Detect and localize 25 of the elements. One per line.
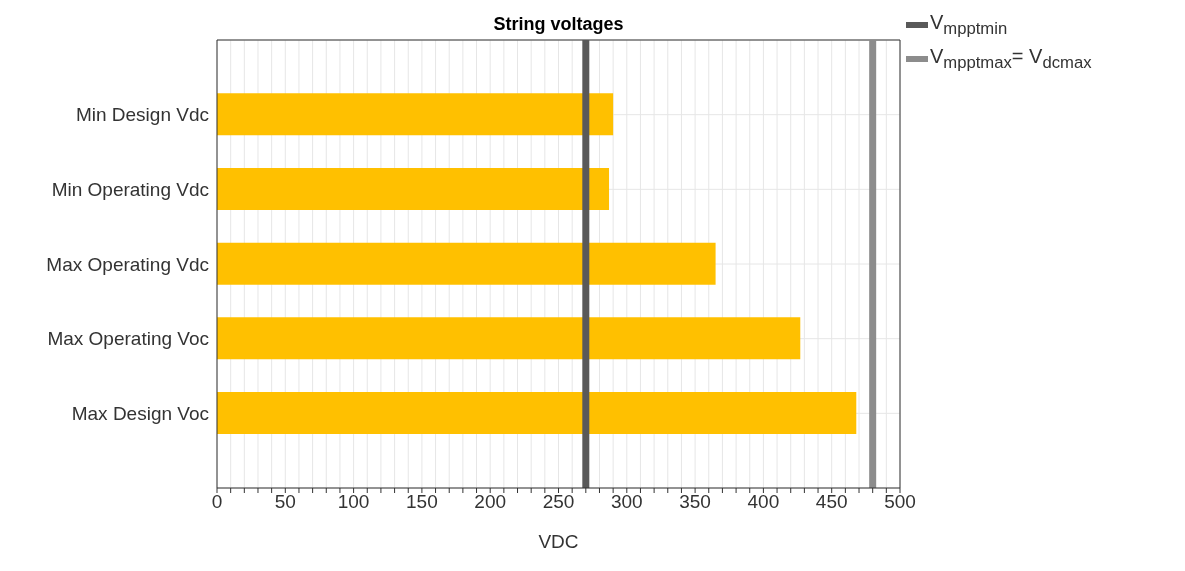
- x-tick-label: 0: [211, 491, 223, 513]
- bar: [217, 317, 801, 360]
- ref-line-label: V$_{mpptmin}$: [930, 11, 1008, 39]
- x-tick-label: 250: [542, 491, 575, 513]
- bar: [217, 93, 614, 136]
- y-tick-label: Max Design Voc: [71, 403, 209, 425]
- x-tick-label: 150: [406, 491, 438, 513]
- x-tick-label: 500: [884, 491, 916, 513]
- y-tick-label: Max Operating Voc: [47, 328, 209, 350]
- x-tick-label: 100: [337, 491, 370, 513]
- x-tick-label: 400: [747, 491, 780, 513]
- bar: [217, 392, 857, 434]
- x-tick-label: 450: [815, 491, 848, 513]
- y-tick-label: Min Operating Vdc: [51, 179, 209, 201]
- ref-line-label: V$_{mpptmax}$= V$_{dcmax}$: [930, 45, 1092, 73]
- x-tick-label: 200: [474, 491, 507, 513]
- bar: [217, 242, 716, 285]
- chart-title: String voltages: [492, 14, 625, 35]
- x-tick-label: 50: [274, 491, 296, 513]
- y-tick-label: Min Design Vdc: [75, 104, 209, 126]
- y-tick-label: Max Operating Vdc: [46, 253, 209, 275]
- x-tick-label: 350: [679, 491, 711, 513]
- x-tick-label: 300: [610, 491, 643, 513]
- bar: [217, 168, 610, 210]
- x-axis-title: VDC: [538, 531, 579, 552]
